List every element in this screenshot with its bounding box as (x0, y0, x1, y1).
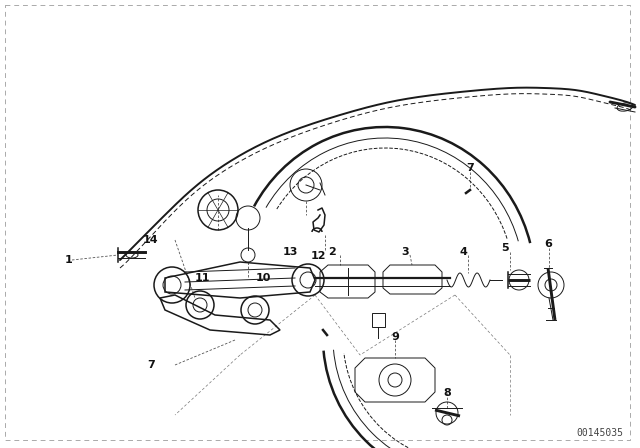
Text: 14: 14 (142, 235, 158, 245)
Text: 10: 10 (256, 273, 271, 283)
Text: 5: 5 (501, 243, 509, 253)
Text: 3: 3 (401, 247, 409, 257)
Text: 7: 7 (147, 360, 155, 370)
Text: 9: 9 (391, 332, 399, 342)
Text: 7: 7 (466, 163, 474, 173)
Text: 1: 1 (64, 255, 72, 265)
Text: 11: 11 (195, 273, 210, 283)
Text: 00145035: 00145035 (576, 428, 623, 438)
Text: 6: 6 (544, 239, 552, 249)
Text: 2: 2 (328, 247, 336, 257)
Text: 8: 8 (443, 388, 451, 398)
Text: 4: 4 (459, 247, 467, 257)
Text: 12: 12 (310, 251, 326, 261)
Text: 13: 13 (283, 247, 298, 257)
